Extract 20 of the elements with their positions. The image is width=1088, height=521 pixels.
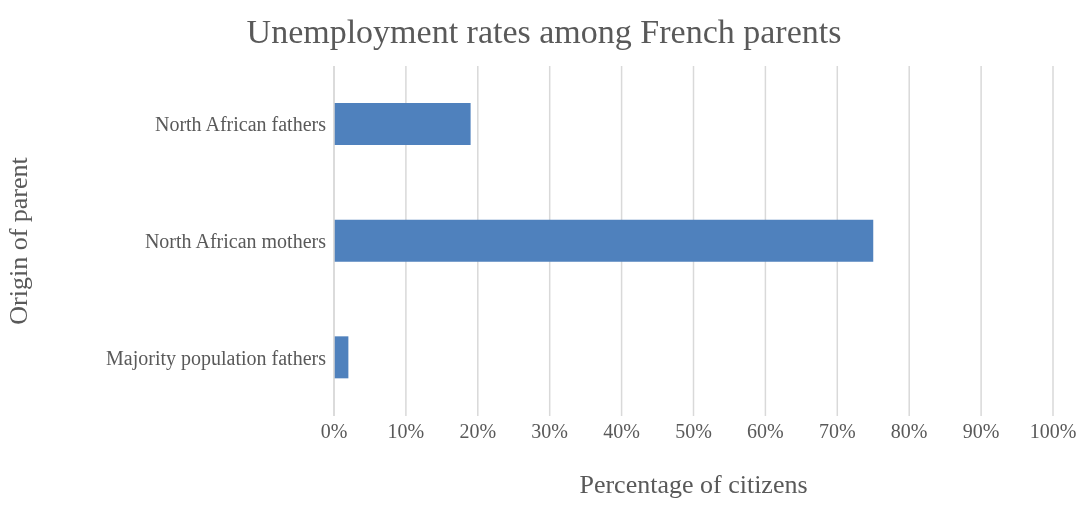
x-tick-label: 0%: [320, 420, 348, 443]
x-axis-title: Percentage of citizens: [579, 470, 808, 499]
chart-title: Unemployment rates among French parents: [245, 12, 843, 52]
y-tick-label: Majority population fathers: [106, 346, 327, 370]
y-tick-label: North African fathers: [154, 113, 327, 136]
x-tick-label: 40%: [603, 420, 640, 443]
x-tick-label: 10%: [387, 420, 425, 443]
x-tick-label: 30%: [531, 420, 569, 443]
bar: [334, 103, 471, 145]
y-axis-title: Origin of parent: [4, 156, 34, 325]
x-tick-label: 100%: [1029, 420, 1077, 443]
x-tick-label: 90%: [962, 420, 1000, 443]
x-tick-label: 60%: [747, 420, 784, 443]
y-tick-label: North African mothers: [144, 230, 327, 253]
x-tick-label: 80%: [890, 420, 928, 443]
x-tick-label: 20%: [459, 420, 497, 443]
bar: [334, 219, 874, 262]
bar: [334, 336, 349, 379]
x-tick-label: 70%: [818, 420, 856, 443]
x-tick-label: 50%: [675, 420, 712, 443]
